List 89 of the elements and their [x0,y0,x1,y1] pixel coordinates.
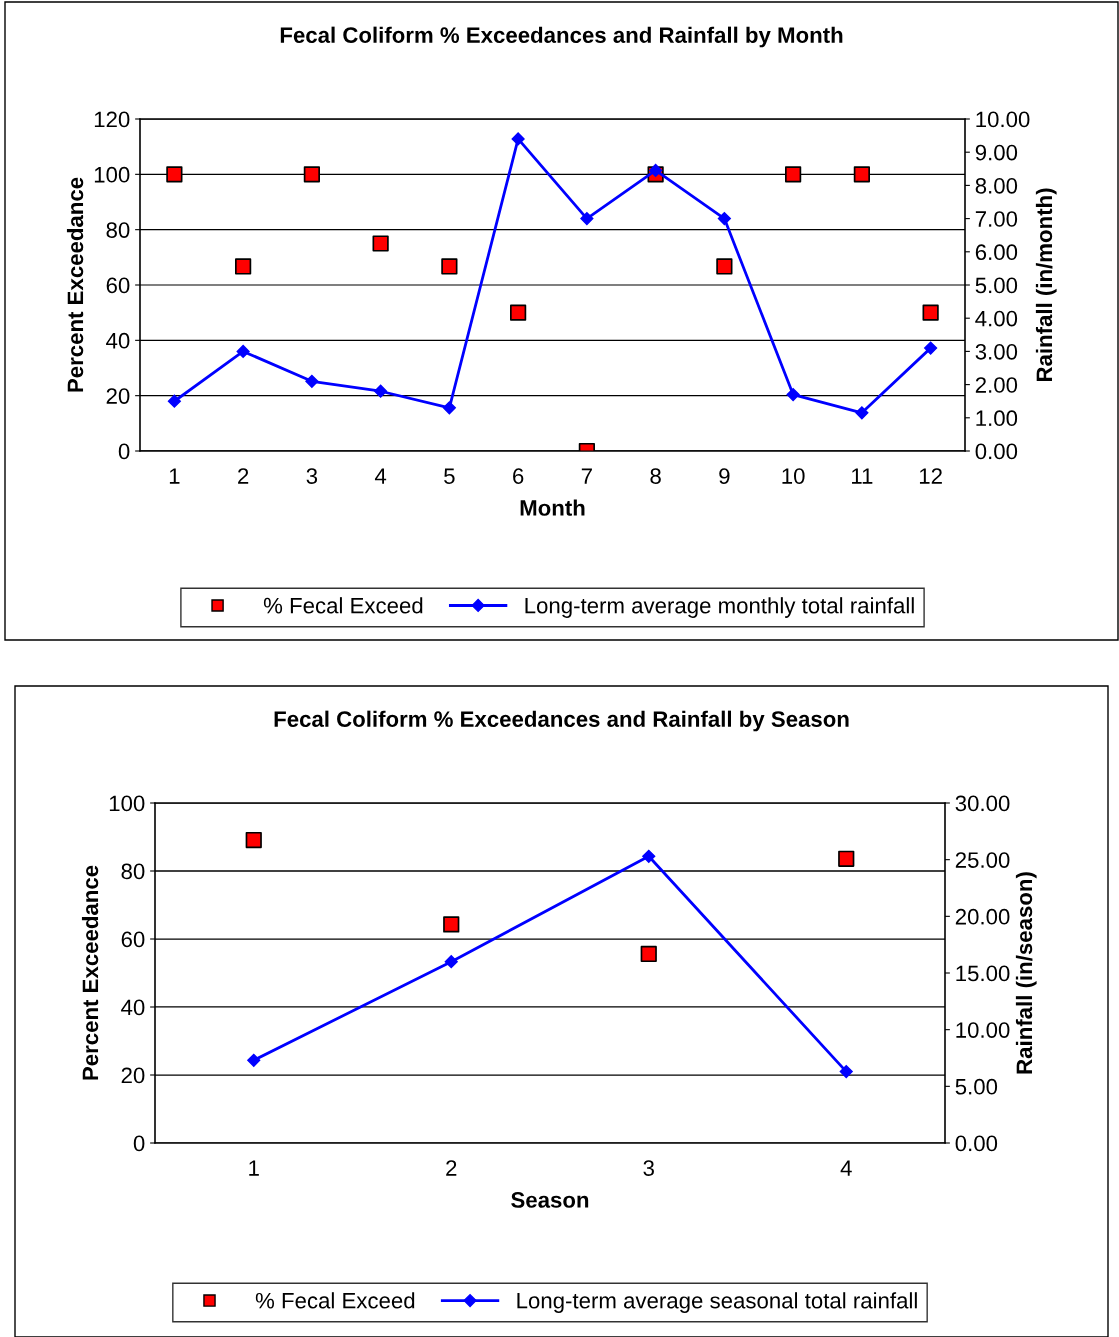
y2-tick-label: 30.00 [955,795,1010,812]
y-tick-label: 60 [106,277,130,294]
y-tick-label: 100 [109,795,145,812]
point [853,166,870,183]
point [443,916,460,933]
y2-tick-label: 25.00 [955,852,1010,868]
x-tick-label: 5 [444,468,455,484]
point [580,212,594,226]
point [303,166,320,183]
y2-tick-label: 0.00 [955,1135,998,1152]
chart-title: Fecal Coliform % Exceedances and Rainfall by Season [274,710,849,732]
y2-tick-label: 4.00 [975,310,1018,327]
x-tick-label: 9 [719,468,730,484]
legend-label: % Fecal Exceed [255,1292,415,1309]
x-tick-label: 3 [306,468,318,484]
y-axis-title: Percent Exceedance [81,865,99,1080]
y2-tick-label: 8.00 [975,177,1018,194]
y-tick-label: 0 [133,1135,145,1152]
point [167,394,181,408]
x-tick-label: 7 [581,468,592,484]
x-tick-label: 11 [852,468,873,484]
point [305,374,319,388]
y2-tick-label: 10.00 [976,111,1030,128]
y-tick-label: 40 [121,999,145,1016]
x-tick-label: 4 [374,468,387,484]
y2-tick-label: 20.00 [955,908,1010,925]
y2-tick-label: 15.00 [956,965,1010,982]
x-tick-label: 10 [782,468,805,484]
chart-title: Fecal Coliform % Exceedances and Rainfall by Month [280,26,843,48]
point [442,401,456,415]
y2-axis-title: Rainfall (in/season) [1015,872,1037,1074]
y2-tick-label: 9.00 [975,144,1018,161]
point [236,344,250,358]
y2-tick-label: 5.00 [955,1078,998,1095]
y2-tick-label: 7.00 [975,211,1018,227]
legend-label: % Fecal Exceed [263,597,423,614]
y2-tick-label: 2.00 [975,377,1018,393]
point [785,166,802,183]
point [245,831,262,849]
point [717,212,731,226]
y-tick-label: 20 [106,388,130,404]
y2-tick-label: 6.00 [975,244,1018,261]
y-tick-label: 100 [94,166,130,183]
x-tick-label: 12 [919,468,942,484]
y-tick-label: 80 [106,222,130,238]
x-tick-label: 8 [650,468,661,484]
y2-tick-label: 10.00 [956,1022,1010,1038]
point [374,384,388,398]
x-tick-label: 1 [169,468,180,484]
legend-label: Long-term average monthly total rainfall [525,597,914,618]
point [922,304,939,321]
point [166,166,183,183]
y2-tick-label: 1.00 [976,410,1018,427]
point [247,1053,261,1067]
x-tick-label: 1 [249,1160,259,1176]
point [924,341,938,355]
y2-tick-label: 5.00 [975,277,1018,294]
point [640,945,657,963]
y2-tick-label: 0.00 [975,443,1018,460]
point [511,132,525,146]
y-tick-label: 0 [118,443,130,460]
point [649,163,663,178]
x-tick-label: 2 [238,468,249,484]
point [235,258,252,275]
y-tick-label: 120 [94,111,130,128]
x-tick-label: 4 [840,1160,852,1176]
legend-label: Long-term average seasonal total rainfall [517,1292,917,1313]
point [786,387,800,402]
y-tick-label: 60 [121,931,145,948]
y2-tick-label: 3.00 [975,343,1018,360]
point [855,406,869,420]
point [716,258,733,275]
y-axis-title: Percent Exceedance [66,177,84,392]
point [510,304,527,321]
point [642,849,656,863]
y-tick-label: 80 [121,863,145,880]
x-tick-label: 6 [513,468,524,484]
x-tick-label: 2 [446,1160,457,1176]
point [838,850,855,867]
x-axis-title: Month [520,499,585,516]
point [372,235,389,252]
x-tick-label: 3 [643,1160,654,1176]
point [839,1065,853,1079]
y-tick-label: 40 [106,332,130,349]
y-tick-label: 20 [121,1067,145,1084]
y2-axis-title: Rainfall (in/month) [1035,188,1057,382]
point [441,258,458,275]
x-axis-title: Season [511,1192,589,1208]
point [444,955,458,969]
